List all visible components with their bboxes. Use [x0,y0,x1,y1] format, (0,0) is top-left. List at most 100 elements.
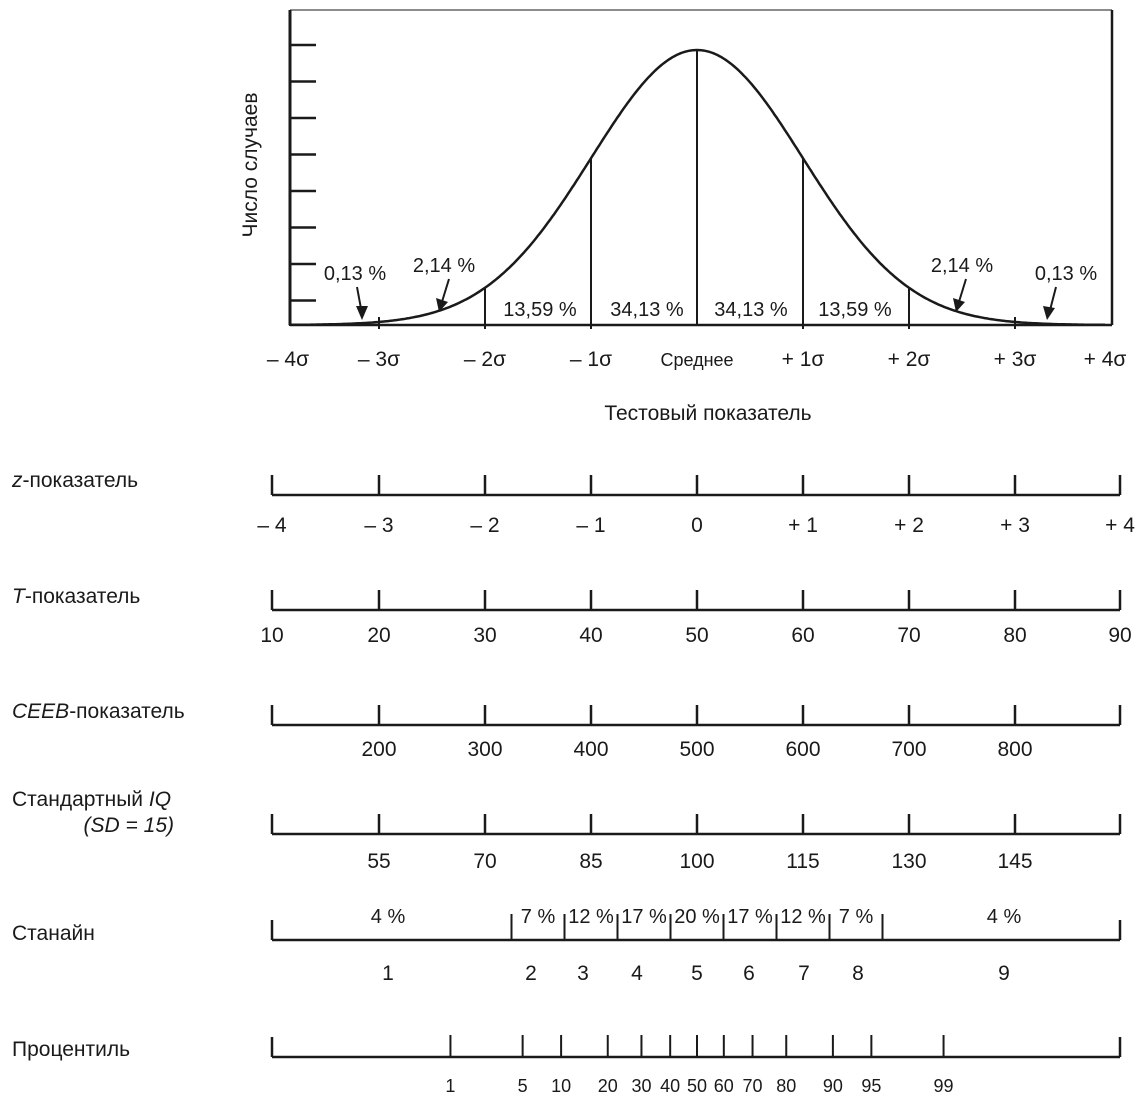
sigma-label: + 3σ [994,348,1037,371]
scale-value: 400 [573,738,608,761]
scale-iq-label-line2: (SD = 15) [84,814,174,837]
scale-t-label: T-показатель [12,585,140,608]
stanine-percent: 7 % [521,906,556,928]
scale-iq-label-line1: Стандартный IQ [12,788,171,811]
area-label-left-band1: 34,13 % [610,299,684,321]
scale-stanine-label: Станайн [12,922,95,945]
area-label-right-2: 2,14 % [931,255,993,277]
scale-value: 300 [467,738,502,761]
stanine-value: 2 [525,962,537,985]
scale-value: + 1 [788,514,818,537]
percentile-value: 40 [660,1076,680,1096]
percentile-value: 10 [551,1076,571,1096]
scale-percentile: Процентиль 1 5 10 20 30 40 50 60 70 80 90 95 99 [12,1035,1122,1096]
percentile-value: 99 [934,1076,954,1096]
area-label-left-2: 2,14 % [413,255,475,277]
scale-value: – 3 [364,514,393,537]
y-axis-label: Число случаев [239,93,262,238]
stanine-percent: 12 % [568,906,614,928]
scale-value: + 2 [894,514,924,537]
scale-value: 145 [997,850,1032,873]
sigma-label: + 1σ [782,348,825,371]
scale-value: – 1 [576,514,605,537]
arrow-left-tail [356,286,368,320]
scale-value: 50 [685,624,708,647]
stanine-value: 4 [631,962,643,985]
area-label-right-tail: 0,13 % [1035,263,1097,285]
area-label-left-band2: 13,59 % [503,299,577,321]
sigma-label: – 4σ [267,348,309,371]
scale-value: 85 [579,850,602,873]
scale-value: 30 [473,624,496,647]
scale-z-label: z-показатель [11,469,138,492]
stanine-value: 7 [798,962,810,985]
scale-value: 115 [786,850,819,873]
scale-value: 70 [897,624,920,647]
scale-ceeb-label: CEEB-показатель [12,700,185,723]
scale-value: 60 [791,624,814,647]
scale-value: 500 [679,738,714,761]
scale-t: T-показатель 10 20 30 40 50 60 70 80 90 [12,585,1132,647]
curve-panel: Число случаев 0,13 % 2,14 % 13,59 % 34,1… [239,9,1114,329]
arrow-left-2 [436,278,450,312]
scale-stanine: Станайн 4 % 7 % 12 % 17 % 20 % 17 % 12 % 7 % 4 %… [12,906,1122,985]
stanine-value: 3 [577,962,589,985]
sigma-label: + 2σ [888,348,931,371]
percentile-value: 95 [861,1076,881,1096]
sigma-labels: – 4σ – 3σ – 2σ – 1σ Среднее + 1σ + 2σ + 3σ + 4σ [267,348,1126,371]
sigma-label: Среднее [660,350,733,370]
stanine-percent: 12 % [780,906,826,928]
stanine-value: 6 [743,962,755,985]
percentile-value: 20 [598,1076,618,1096]
stanine-value: 5 [691,962,703,985]
percentile-value: 80 [776,1076,796,1096]
arrow-right-2 [953,278,967,312]
scale-value: – 4 [257,514,287,537]
percentile-value: 70 [743,1076,763,1096]
scale-value: + 3 [1000,514,1030,537]
scale-value: 700 [891,738,926,761]
sigma-lines [484,50,910,325]
scale-value: + 4 [1105,514,1135,537]
scale-value: 40 [579,624,602,647]
scale-value: 100 [679,850,714,873]
scale-value: 55 [367,850,390,873]
percentile-value: 60 [714,1076,734,1096]
stanine-percent: 4 % [371,906,406,928]
percentile-value: 1 [445,1076,455,1096]
scale-value: 200 [361,738,396,761]
stanine-percent: 4 % [987,906,1022,928]
sigma-label: – 1σ [570,348,612,371]
scale-value: 80 [1003,624,1026,647]
scale-value: 800 [997,738,1032,761]
stanine-value: 8 [852,962,864,985]
stanine-percent: 7 % [839,906,874,928]
scale-value: 10 [260,624,283,647]
scale-value: 600 [785,738,820,761]
stanine-value: 9 [998,962,1010,985]
area-label-right-band1: 34,13 % [714,299,788,321]
sigma-label: – 2σ [464,348,506,371]
sigma-label: – 3σ [358,348,400,371]
stanine-value: 1 [382,962,394,985]
percentile-value: 90 [823,1076,843,1096]
stanine-percent: 20 % [674,906,720,928]
stanine-percent: 17 % [727,906,773,928]
scale-percentile-label: Процентиль [12,1038,130,1061]
scale-value: – 2 [470,514,499,537]
x-axis-label: Тестовый показатель [604,402,811,425]
arrow-right-tail [1043,286,1057,320]
scale-z: z-показатель – 4 – 3 – 2 – 1 0 + 1 + 2 + 3 + 4 [11,469,1135,537]
percentile-value: 50 [687,1076,707,1096]
scale-ceeb: CEEB-показатель 200 300 400 500 600 700 800 [12,700,1122,761]
scale-value: 90 [1108,624,1131,647]
area-label-right-band2: 13,59 % [818,299,892,321]
scale-value: 70 [473,850,496,873]
percentile-value: 30 [631,1076,651,1096]
percentile-value: 5 [518,1076,528,1096]
scale-value: 130 [891,850,926,873]
area-label-left-tail: 0,13 % [324,263,386,285]
stanine-percent: 17 % [621,906,667,928]
scale-value: 0 [691,514,703,537]
